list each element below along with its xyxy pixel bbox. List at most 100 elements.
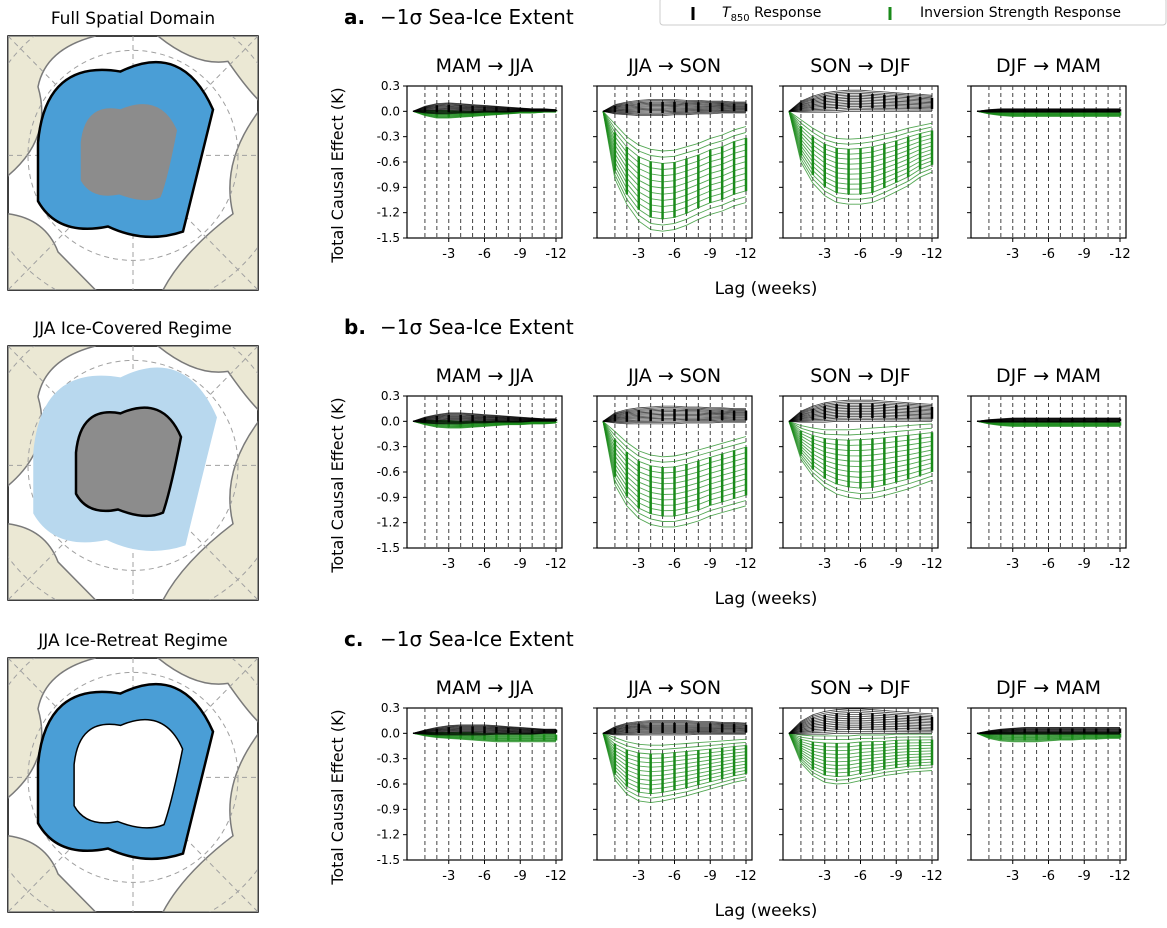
row-letter: b. — [344, 315, 366, 339]
x-tick-label: -12 — [735, 247, 756, 262]
x-tick-label: -12 — [735, 869, 756, 884]
x-tick-label: -3 — [818, 557, 831, 572]
x-tick-label: -9 — [514, 557, 527, 572]
x-tick-label: -12 — [921, 557, 942, 572]
y-tick-label: 0.3 — [381, 79, 400, 93]
panel-4: DJF → MAM-3-6-9-12 — [967, 55, 1131, 262]
x-tick-label: -12 — [545, 557, 566, 572]
y-tick-label: -0.6 — [377, 465, 400, 479]
x-tick-label: -9 — [1078, 247, 1091, 262]
y-tick-label: -0.3 — [377, 440, 400, 454]
y-tick-label: -0.6 — [377, 777, 400, 791]
x-tick-label: -9 — [704, 557, 717, 572]
panel-title: MAM → JJA — [436, 55, 534, 77]
y-tick-label: -0.6 — [377, 155, 400, 169]
y-tick-label: -1.5 — [377, 853, 400, 867]
panel-title: SON → DJF — [810, 55, 910, 77]
x-tick-label: -12 — [545, 869, 566, 884]
y-tick-label: 0.0 — [381, 726, 400, 740]
panel-title: DJF → MAM — [996, 55, 1101, 77]
y-tick-label: -0.3 — [377, 130, 400, 144]
x-tick-label: -12 — [921, 869, 942, 884]
x-tick-label: -9 — [1078, 869, 1091, 884]
panel-4: DJF → MAM-3-6-9-12 — [967, 365, 1131, 572]
x-tick-label: -9 — [1078, 557, 1091, 572]
y-tick-label: -1.5 — [377, 541, 400, 555]
row-title: −1σ Sea-Ice Extent — [380, 627, 574, 651]
row-c: JJA Ice-Retreat Regime c. −1σ Sea-Ice Exte… — [0, 622, 1131, 924]
y-tick-label: -0.3 — [377, 752, 400, 766]
y-tick-label: -0.9 — [377, 180, 400, 194]
x-tick-label: -12 — [735, 557, 756, 572]
x-tick-label: -6 — [668, 247, 681, 262]
x-axis-label: Lag (weeks) — [715, 589, 818, 609]
x-tick-label: -12 — [921, 247, 942, 262]
x-tick-label: -3 — [1006, 557, 1019, 572]
row-b: JJA Ice-Covered Regime b. −1σ Sea-Ice Exte… — [0, 310, 1131, 620]
ice-interior — [74, 720, 183, 828]
x-tick-label: -6 — [854, 869, 867, 884]
x-tick-label: -6 — [478, 557, 491, 572]
panel-3: SON → DJF-3-6-9-12 — [779, 677, 943, 884]
x-tick-label: -9 — [704, 247, 717, 262]
panel-title: MAM → JJA — [436, 365, 534, 387]
x-tick-label: -6 — [478, 247, 491, 262]
y-tick-label: -1.2 — [377, 206, 400, 220]
panel-1: MAM → JJA0.30.0-0.3-0.6-0.9-1.2-1.5-3-6-… — [377, 365, 567, 572]
panel-title: JJA → SON — [627, 55, 721, 77]
panel-1: MAM → JJA 0.3 0.0 -0.3 -0.6 -0.9 -1.2 -1.5 -3 -6 -… — [377, 55, 567, 262]
y-tick-label: 0.0 — [381, 414, 400, 428]
panel-4: DJF → MAM-3-6-9-12 — [967, 677, 1131, 884]
x-tick-label: -6 — [668, 557, 681, 572]
y-axis-label: Total Causal Effect (K) — [328, 397, 347, 573]
y-tick-label: 0.3 — [381, 389, 400, 403]
panel-3: SON → DJF -3 -6 -9 -12 — [779, 55, 943, 262]
legend-label-inversion: Inversion Strength Response — [920, 5, 1121, 21]
x-tick-label: -6 — [854, 557, 867, 572]
x-tick-label: -6 — [1042, 557, 1055, 572]
y-tick-label: 0.3 — [381, 701, 400, 715]
y-axis-label: Total Causal Effect (K) — [328, 709, 347, 885]
panel-2: JJA → SON-3-6-9-12 — [593, 677, 757, 884]
map-title: JJA Ice-Covered Regime — [33, 319, 232, 339]
x-tick-label: -6 — [1042, 869, 1055, 884]
x-tick-label: -3 — [632, 869, 645, 884]
y-tick-label: -1.2 — [377, 516, 400, 530]
y-tick-label: 0.0 — [381, 104, 400, 118]
x-axis-label: Lag (weeks) — [715, 901, 818, 921]
x-tick-label: -3 — [1006, 869, 1019, 884]
x-tick-label: -9 — [890, 557, 903, 572]
y-tick-label: -1.5 — [377, 231, 400, 245]
row-title: −1σ Sea-Ice Extent — [380, 5, 574, 29]
x-tick-label: -3 — [1006, 247, 1019, 262]
panel-title: DJF → MAM — [996, 365, 1101, 387]
x-tick-label: -3 — [632, 247, 645, 262]
legend: T850 Response Inversion Strength Respons… — [660, 0, 1166, 25]
x-tick-label: -3 — [632, 557, 645, 572]
ice-covered-region — [76, 408, 181, 516]
x-tick-label: -9 — [890, 247, 903, 262]
x-tick-label: -3 — [818, 247, 831, 262]
panel-title: DJF → MAM — [996, 677, 1101, 699]
map-title: JJA Ice-Retreat Regime — [37, 631, 228, 651]
x-tick-label: -3 — [442, 247, 455, 262]
row-title: −1σ Sea-Ice Extent — [380, 315, 574, 339]
y-tick-label: -0.9 — [377, 802, 400, 816]
row-letter: a. — [344, 5, 365, 29]
ice-core — [81, 104, 177, 200]
x-tick-label: -9 — [890, 869, 903, 884]
panel-title: SON → DJF — [810, 677, 910, 699]
panel-1: MAM → JJA0.30.0-0.3-0.6-0.9-1.2-1.5-3-6-… — [377, 677, 567, 884]
x-tick-label: -3 — [442, 869, 455, 884]
x-tick-label: -3 — [442, 557, 455, 572]
panel-2: JJA → SON -3 -6 -9 -12 — [593, 55, 757, 262]
x-tick-label: -6 — [478, 869, 491, 884]
panel-title: JJA → SON — [627, 365, 721, 387]
panel-title: MAM → JJA — [436, 677, 534, 699]
x-tick-label: -6 — [1042, 247, 1055, 262]
x-tick-label: -6 — [854, 247, 867, 262]
row-letter: c. — [344, 627, 363, 651]
x-tick-label: -12 — [545, 247, 566, 262]
x-tick-label: -6 — [668, 869, 681, 884]
x-axis-label: Lag (weeks) — [715, 279, 818, 299]
